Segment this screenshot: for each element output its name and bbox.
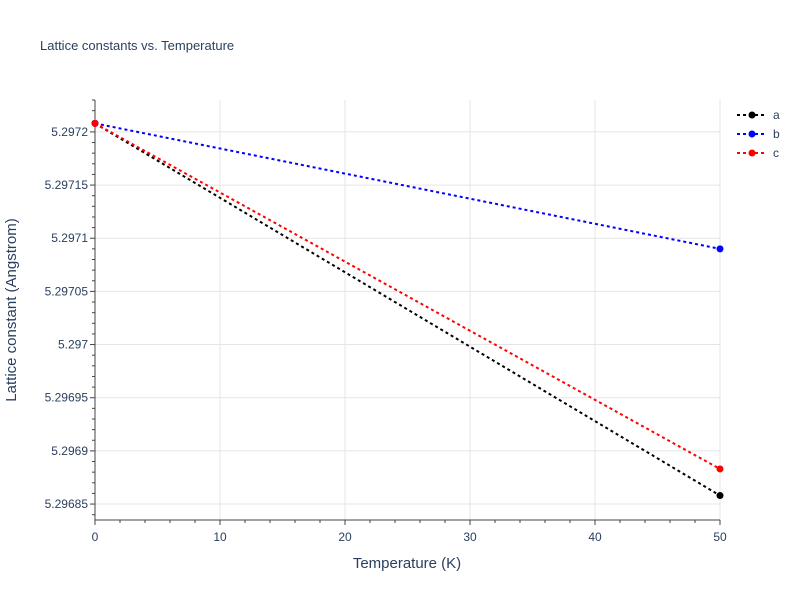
legend-marker-a xyxy=(748,111,756,119)
data-point-b xyxy=(716,245,724,253)
y-tick-label: 5.2972 xyxy=(51,125,88,139)
series-line-b xyxy=(94,122,721,250)
y-tick-label: 5.2971 xyxy=(51,231,88,245)
x-tick-label: 20 xyxy=(338,530,352,544)
chart-title: Lattice constants vs. Temperature xyxy=(40,38,234,53)
x-tick-label: 30 xyxy=(463,530,477,544)
legend-marker-c xyxy=(748,149,756,157)
grid xyxy=(95,100,721,520)
legend-label-a: a xyxy=(773,108,780,122)
legend-item-c[interactable]: c xyxy=(737,146,779,160)
y-tick-label: 5.29715 xyxy=(45,178,89,192)
y-axis-title: Lattice constant (Angstrom) xyxy=(3,218,20,401)
x-tick-label: 40 xyxy=(588,530,602,544)
x-tick-label: 0 xyxy=(92,530,99,544)
legend-label-c: c xyxy=(773,146,779,160)
series-line-c xyxy=(94,122,721,470)
y-tick-label: 5.29705 xyxy=(45,284,89,298)
data-point-a xyxy=(716,492,724,500)
legend[interactable]: abc xyxy=(737,108,780,160)
legend-label-b: b xyxy=(773,127,780,141)
y-tick-label: 5.29695 xyxy=(45,391,89,405)
x-tick-label: 10 xyxy=(213,530,227,544)
axes: 0 10 20 30 40 50 5.29685 5.2969 5.29695 5.297 5.29… xyxy=(45,99,727,544)
x-axis-title: Temperature (K) xyxy=(353,555,461,572)
y-tick-label: 5.29685 xyxy=(45,497,89,511)
legend-marker-b xyxy=(748,130,756,138)
y-tick-label: 5.297 xyxy=(58,338,88,352)
legend-item-a[interactable]: a xyxy=(737,108,780,122)
x-tick-label: 50 xyxy=(713,530,727,544)
legend-item-b[interactable]: b xyxy=(737,127,780,141)
y-tick-label: 5.2969 xyxy=(51,444,88,458)
data-point-c xyxy=(91,119,99,127)
data-point-c xyxy=(716,465,724,473)
series-line-a xyxy=(94,122,721,497)
plot-area xyxy=(91,119,724,500)
